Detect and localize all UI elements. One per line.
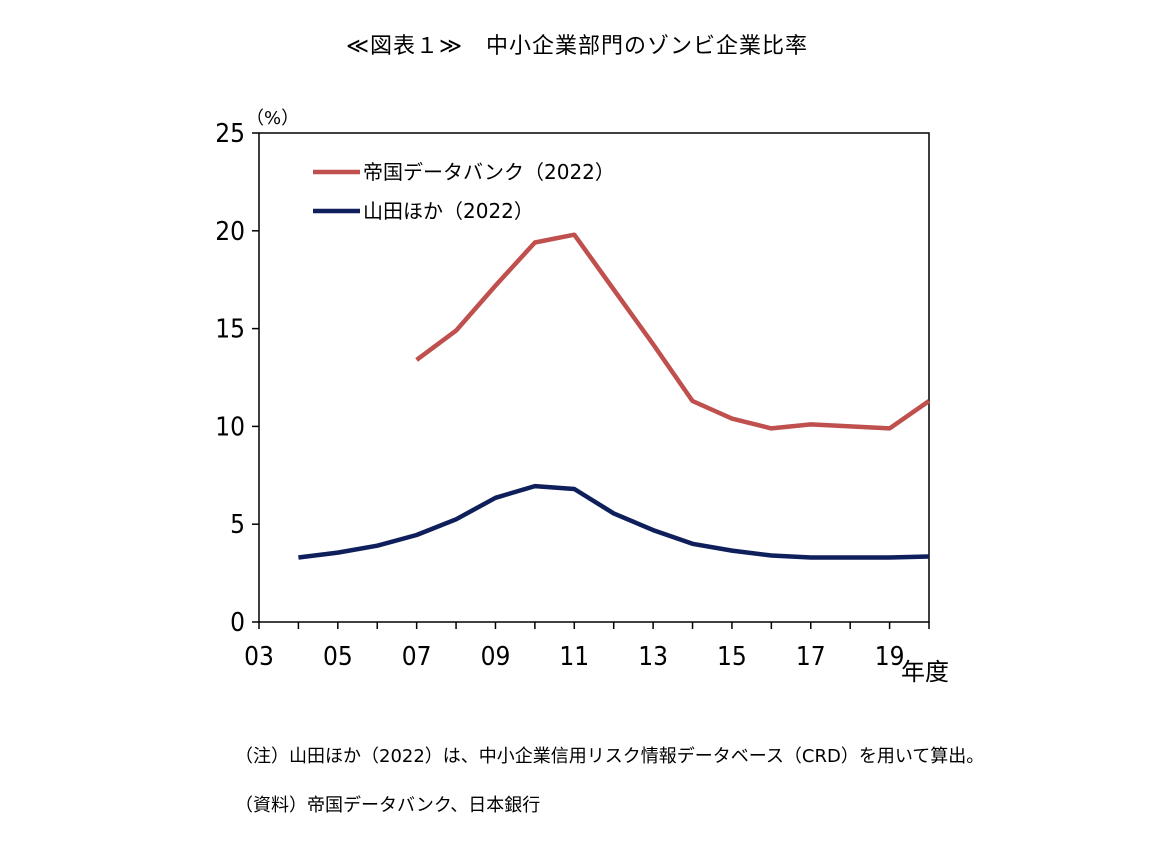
x-tick-label: 05 [323,642,353,672]
series-line-1 [415,232,931,431]
x-tick-label: 15 [717,642,747,672]
legend-label-2: 山田ほか（2022） [363,199,534,223]
legend-label-1: 帝国データバンク（2022） [363,160,615,184]
x-tick-label: 09 [481,642,511,672]
x-tick-label: 07 [402,642,432,672]
x-tick-label: 17 [796,642,826,672]
y-tick-label: 15 [215,315,245,345]
x-tick-label: 11 [559,642,589,672]
footnote: （注）山田ほか（2022）は、中小企業信用リスク情報データベース（CRD）を用い… [235,746,985,767]
y-tick-label: 5 [230,510,245,540]
plot-area-frame [258,132,930,623]
x-axis-unit-label: 年度 [901,658,949,686]
x-tick-label: 13 [638,642,668,672]
y-tick-label: 10 [215,412,245,442]
y-axis-unit-label: （%） [246,108,299,129]
source-note: （資料）帝国データバンク、日本銀行 [235,795,541,816]
chart-title: ≪図表１≫ 中小企業部門のゾンビ企業比率 [345,34,809,59]
x-tick-label: 19 [875,642,905,672]
y-tick-label: 0 [230,608,245,638]
series-line-2 [298,483,930,560]
y-tick-label: 25 [215,119,245,149]
y-tick-label: 20 [215,217,245,247]
x-tick-label: 03 [244,642,274,672]
